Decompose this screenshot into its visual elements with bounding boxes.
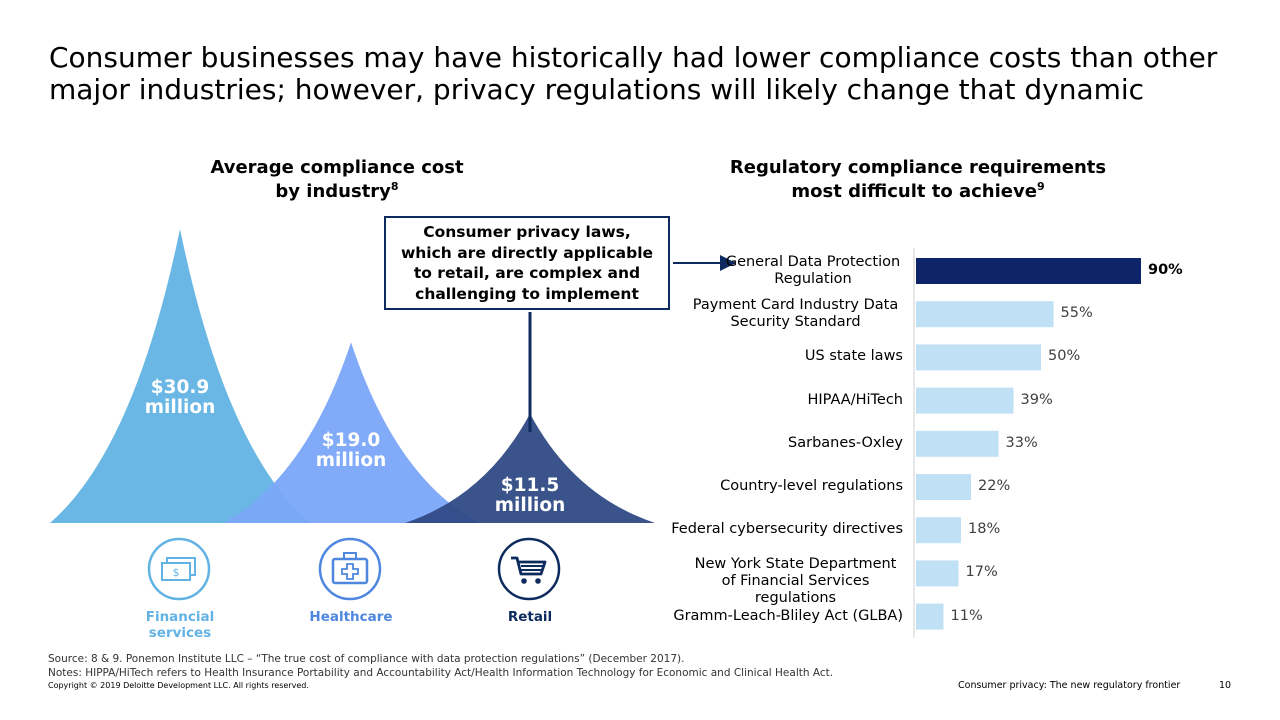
industry-label: Retail [507,609,553,625]
copyright: Copyright © 2019 Deloitte Development LL… [48,681,309,690]
bar-value-label: 18% [968,521,1001,538]
bar-category-label: Country-level regulations [720,478,903,494]
peak-retail [405,413,655,523]
left-chart-footnote-ref: 8 [390,180,399,193]
bar-category-label: General Data Protection Regulation [725,254,901,287]
peak-value-unit: million [494,495,566,516]
industry-label: Financial services [145,609,215,641]
notes-text: Notes: HIPPA/HiTech refers to Health Ins… [48,666,834,679]
left-chart-title-line2: by industry [275,181,391,202]
page-number: 10 [1219,680,1232,691]
right-chart-title-line2: most difficult to achieve [791,181,1037,202]
peak-healthcare [223,342,479,523]
bar [916,474,971,500]
bar-value-label: 33% [1005,434,1038,451]
left-chart-title-line1: Average compliance cost [210,157,464,178]
bar [916,517,961,544]
bar [916,344,1041,371]
bar-value-label: 90% [1148,262,1183,278]
bar-value-label: 55% [1060,305,1093,322]
right-chart-title: Regulatory compliance requirements most … [698,156,1138,204]
money-icon: $ [147,537,211,601]
compliance-cost-peaks-chart [50,229,655,523]
peak-value-label: $11.5 million [460,476,600,516]
medical-kit-icon [318,537,382,601]
bar-value-label: 17% [965,564,998,581]
bar-value-label: 11% [950,607,983,624]
left-chart-title: Average compliance cost by industry8 [177,156,497,204]
right-chart-title-line1: Regulatory compliance requirements [729,157,1107,178]
bar-category-label: Federal cybersecurity directives [671,521,903,538]
svg-text:$: $ [173,566,180,579]
shopping-cart-icon [497,537,561,601]
bar-category-label: New York State Department of Financial S… [694,556,897,607]
peak-value-label: $19.0 million [281,431,421,471]
source-text: Source: 8 & 9. Ponemon Institute LLC – “… [48,653,685,665]
document-title: Consumer privacy: The new regulatory fro… [958,680,1181,691]
bar [916,301,1054,328]
page-title: Consumer businesses may have historicall… [49,41,1218,106]
bar-value-label: 22% [978,478,1011,494]
bar-value-label: 39% [1020,391,1053,408]
bar-category-label: US state laws [804,348,903,365]
bar-category-label: Gramm-Leach-Bliley Act (GLBA) [673,607,903,624]
bar [916,258,1141,284]
peak-value-amount: $30.9 [150,377,210,398]
right-chart-footnote-ref: 9 [1036,180,1045,193]
bar-category-label: HIPAA/HiTech [807,391,903,408]
peak-value-amount: $19.0 [321,430,381,451]
retail-callout-box: Consumer privacy laws, which are directl… [384,216,670,310]
peak-value-label: $30.9 million [110,378,250,418]
bar [916,560,959,587]
peak-value-unit: million [144,397,216,418]
bar [916,603,944,630]
bar-category-label: Sarbanes-Oxley [788,434,903,451]
bar-category-label: Payment Card Industry Data Security Stan… [692,297,899,331]
peak-financial-services [50,229,310,523]
peak-value-unit: million [315,450,387,471]
industry-label: Healthcare [309,609,393,625]
bar-value-label: 50% [1048,348,1081,365]
bar [916,387,1014,414]
peak-value-amount: $11.5 [500,475,560,496]
bar [916,430,999,457]
compliance-requirements-bar-chart [673,248,1141,638]
source-note: Source: 8 & 9. Ponemon Institute LLC – “… [48,653,833,680]
